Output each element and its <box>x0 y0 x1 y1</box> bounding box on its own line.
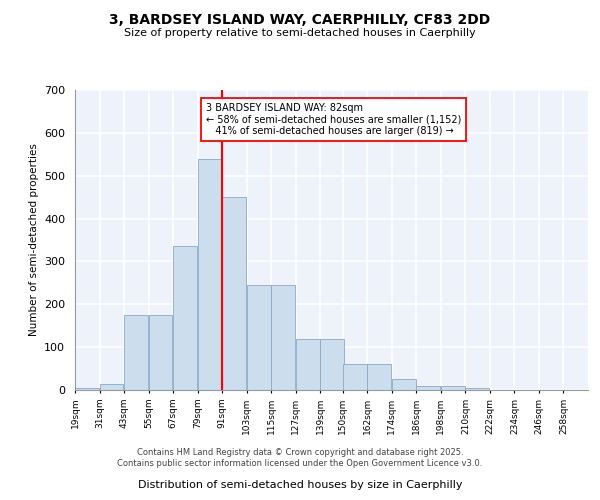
Bar <box>416 386 440 390</box>
Bar <box>173 246 197 390</box>
Bar <box>320 338 344 390</box>
Bar <box>441 386 465 390</box>
Bar <box>392 380 416 390</box>
Text: Distribution of semi-detached houses by size in Caerphilly: Distribution of semi-detached houses by … <box>138 480 462 490</box>
Text: Size of property relative to semi-detached houses in Caerphilly: Size of property relative to semi-detach… <box>124 28 476 38</box>
Bar <box>222 197 246 390</box>
Bar <box>197 158 221 390</box>
Text: 3 BARDSEY ISLAND WAY: 82sqm
← 58% of semi-detached houses are smaller (1,152)
  : 3 BARDSEY ISLAND WAY: 82sqm ← 58% of sem… <box>206 103 461 136</box>
Bar <box>75 388 99 390</box>
Text: Contains HM Land Registry data © Crown copyright and database right 2025.
Contai: Contains HM Land Registry data © Crown c… <box>118 448 482 468</box>
Bar <box>100 384 124 390</box>
Bar <box>296 338 320 390</box>
Bar <box>466 388 489 390</box>
Bar <box>271 285 295 390</box>
Y-axis label: Number of semi-detached properties: Number of semi-detached properties <box>29 144 38 336</box>
Bar <box>124 315 148 390</box>
Text: 3, BARDSEY ISLAND WAY, CAERPHILLY, CF83 2DD: 3, BARDSEY ISLAND WAY, CAERPHILLY, CF83 … <box>109 12 491 26</box>
Bar <box>367 364 391 390</box>
Bar <box>343 364 367 390</box>
Bar <box>149 315 172 390</box>
Bar <box>247 285 271 390</box>
